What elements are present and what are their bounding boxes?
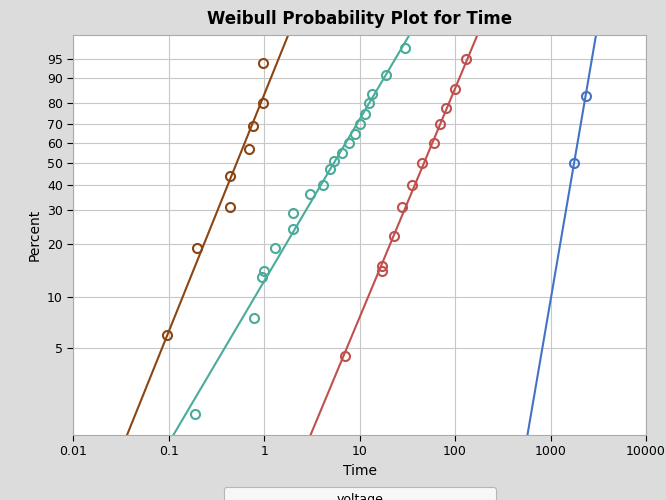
Y-axis label: Percent: Percent — [27, 209, 41, 261]
Title: Weibull Probability Plot for Time: Weibull Probability Plot for Time — [207, 10, 512, 28]
Legend: 26kv, 30kv, 34kv, 38kv: 26kv, 30kv, 34kv, 38kv — [224, 487, 496, 500]
X-axis label: Time: Time — [342, 464, 377, 478]
